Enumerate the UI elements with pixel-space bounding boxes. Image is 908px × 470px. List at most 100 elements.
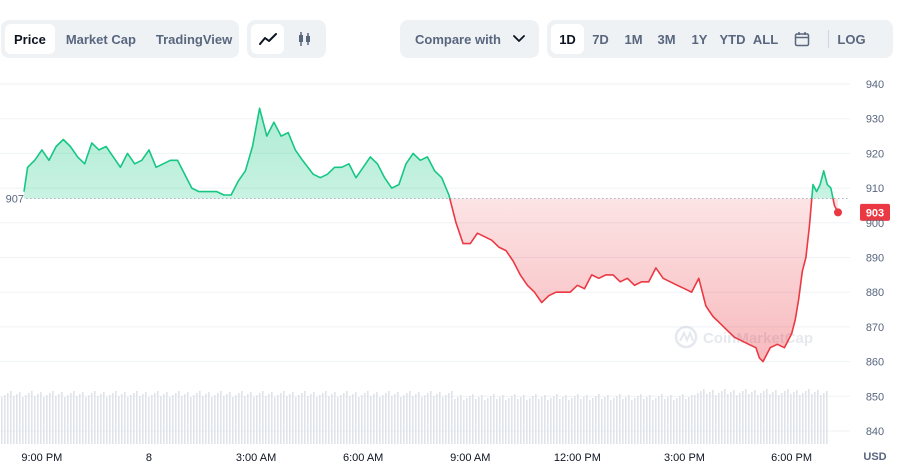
volume-bar: [352, 394, 354, 444]
volume-bar: [520, 397, 522, 444]
volume-bar: [538, 399, 540, 444]
volume-bar: [202, 396, 204, 444]
volume-bar: [466, 398, 468, 444]
log-scale-toggle[interactable]: LOG: [837, 31, 866, 47]
volume-bar: [670, 395, 672, 444]
volume-bar: [493, 394, 495, 444]
candlestick-button[interactable]: [288, 24, 321, 54]
x-tick-label: 9:00 PM: [21, 452, 62, 464]
volume-bar: [730, 392, 732, 444]
volume-bar: [682, 394, 684, 444]
volume-bar: [547, 400, 549, 444]
volume-bar: [34, 396, 36, 444]
volume-bar: [775, 390, 777, 444]
range-all[interactable]: ALL: [752, 31, 779, 47]
volume-bar: [37, 394, 39, 444]
line-chart-button[interactable]: [251, 24, 284, 54]
volume-bar: [664, 399, 666, 444]
volume-bar: [526, 400, 528, 444]
volume-bar: [532, 396, 534, 444]
volume-bar: [220, 391, 222, 444]
range-1y[interactable]: 1Y: [691, 31, 708, 47]
volume-bar: [124, 392, 126, 444]
volume-bar: [304, 391, 306, 444]
range-ytd[interactable]: YTD: [719, 31, 746, 47]
volume-bar: [103, 392, 105, 444]
volume-bar: [805, 391, 807, 444]
volume-bar: [319, 395, 321, 444]
volume-bar: [481, 395, 483, 444]
volume-bar: [19, 392, 21, 444]
volume-bar: [751, 392, 753, 444]
volume-bar: [295, 397, 297, 444]
volume-bar: [529, 398, 531, 444]
volume-bar: [586, 395, 588, 444]
volume-bar: [283, 391, 285, 444]
volume-bar: [403, 395, 405, 444]
compare-with-dropdown[interactable]: Compare with: [400, 20, 539, 58]
volume-bar: [244, 396, 246, 444]
chart-type-tabs: Price Market Cap TradingView: [1, 20, 239, 58]
volume-bar: [79, 394, 81, 444]
volume-bar: [328, 396, 330, 444]
volume-bar: [421, 397, 423, 444]
volume-bar: [820, 395, 822, 444]
price-area: [24, 108, 838, 362]
volume-bar: [433, 396, 435, 444]
volume-bar: [559, 399, 561, 444]
volume-bar: [94, 391, 96, 444]
volume-bar: [568, 400, 570, 444]
range-7d[interactable]: 7D: [592, 31, 609, 47]
range-1m[interactable]: 1M: [624, 31, 643, 47]
volume-bar: [343, 393, 345, 444]
volume-bar: [97, 396, 99, 444]
volume-bar: [391, 396, 393, 444]
price-line-up: [23, 107, 834, 199]
volume-bar: [508, 398, 510, 444]
volume-bar: [10, 391, 12, 444]
calendar-button[interactable]: [782, 24, 822, 54]
volume-bar: [412, 396, 414, 444]
volume-bar: [553, 396, 555, 444]
volume-bar: [484, 400, 486, 444]
volume-bar: [463, 400, 465, 444]
volume-bar: [151, 395, 153, 444]
volume-bar: [307, 396, 309, 444]
volume-bar: [172, 395, 174, 444]
volume-bar: [115, 391, 117, 444]
y-tick-label: 920: [866, 148, 884, 160]
x-tick-label: 6:00 AM: [343, 452, 383, 464]
y-tick-label: 860: [866, 357, 884, 369]
volume-bar: [193, 395, 195, 444]
volume-bar: [427, 393, 429, 444]
volume-bar: [196, 393, 198, 444]
volume-bar: [667, 397, 669, 444]
tab-price[interactable]: Price: [5, 24, 55, 54]
volume-bar: [814, 392, 816, 444]
volume-bar: [499, 397, 501, 444]
volume-bar: [739, 393, 741, 444]
volume-bar: [349, 396, 351, 444]
range-1d[interactable]: 1D: [551, 24, 584, 54]
volume-bar: [754, 390, 756, 444]
volume-bar: [127, 397, 129, 444]
current-price-point[interactable]: [834, 208, 842, 217]
volume-bar: [334, 392, 336, 444]
tab-market-cap[interactable]: Market Cap: [65, 31, 136, 47]
x-tick-label: 9:00 AM: [450, 452, 490, 464]
time-range-selector: 1D 7D 1M 3M 1Y YTD ALL LOG: [547, 20, 893, 58]
tab-tradingview[interactable]: TradingView: [155, 31, 233, 47]
calendar-icon: [794, 32, 810, 47]
volume-bar: [577, 394, 579, 444]
volume-bar: [514, 394, 516, 444]
volume-bar: [409, 391, 411, 444]
volume-bar: [376, 392, 378, 444]
volume-bar: [733, 390, 735, 444]
volume-bar: [580, 399, 582, 444]
volume-bar: [337, 397, 339, 444]
range-3m[interactable]: 3M: [657, 31, 676, 47]
volume-bar: [436, 394, 438, 444]
volume-bar: [187, 392, 189, 444]
y-axis-labels: 940 930 920 910 900 890 880 870 860 850 840: [866, 79, 884, 438]
